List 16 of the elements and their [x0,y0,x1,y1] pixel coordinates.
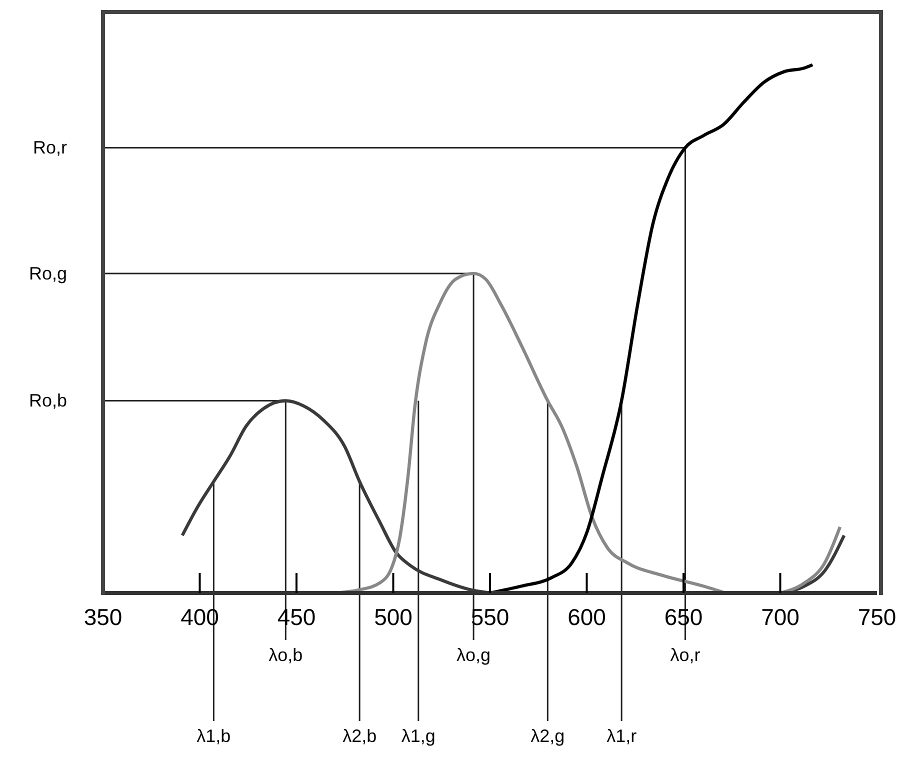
x-tick-label: 750 [858,604,896,630]
x-tick-label: 350 [84,604,122,630]
annotation: λ1,r [606,726,637,746]
ref-line-label: λo,r [670,645,700,665]
x-tick-label: 500 [374,604,412,630]
ref-line-label: Ro,r [32,138,67,158]
ref-line-label: λo,b [268,645,303,665]
annotation: λ1,g [401,726,436,746]
annotation: λ2,g [530,726,565,746]
ref-line-label: Ro,g [28,263,67,284]
annotation: λ1,b [196,726,231,746]
x-tick-label: 700 [761,604,800,630]
annotation: λ2,b [342,726,377,746]
x-tick-label: 600 [568,604,606,630]
ref-line-label: Ro,b [28,390,67,411]
ref-line-label: λo,g [456,645,491,665]
